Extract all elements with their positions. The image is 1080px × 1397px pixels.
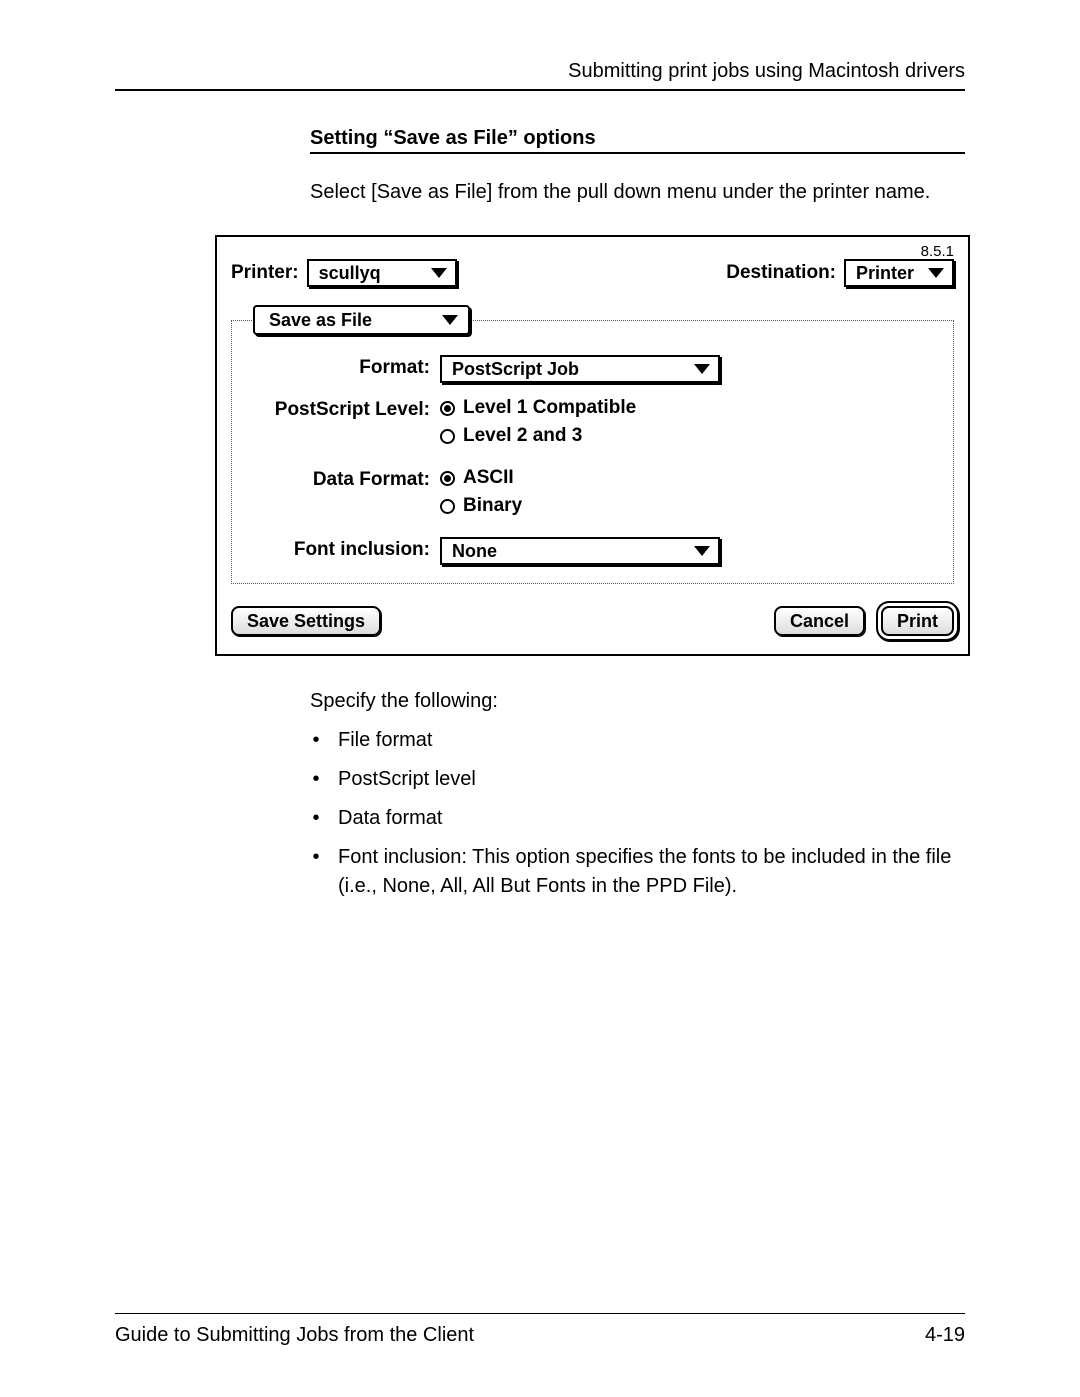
destination-dropdown[interactable]: Printer <box>844 259 954 287</box>
bullet-text: File format <box>338 726 432 755</box>
pslevel-radio-2[interactable]: Level 2 and 3 <box>440 425 935 447</box>
printer-dropdown[interactable]: scullyq <box>307 259 457 287</box>
list-item: • PostScript level <box>310 765 965 794</box>
chevron-down-icon <box>928 268 944 278</box>
printer-value: scullyq <box>319 263 381 284</box>
print-button[interactable]: Print <box>881 606 954 636</box>
chevron-down-icon <box>442 315 458 325</box>
panel-select-dropdown[interactable]: Save as File <box>253 305 470 335</box>
pslevel-radio-1[interactable]: Level 1 Compatible <box>440 397 935 419</box>
list-item: • Data format <box>310 804 965 833</box>
pslevel-opt2-label: Level 2 and 3 <box>463 425 582 447</box>
pslevel-opt1-label: Level 1 Compatible <box>463 397 636 419</box>
radio-icon <box>440 499 455 514</box>
intro-text: Select [Save as File] from the pull down… <box>310 178 965 207</box>
bullet-icon: • <box>310 765 322 794</box>
dataformat-opt1-label: ASCII <box>463 467 514 489</box>
chevron-down-icon <box>431 268 447 278</box>
page-header: Submitting print jobs using Macintosh dr… <box>115 60 965 91</box>
list-item: • Font inclusion: This option specifies … <box>310 843 965 901</box>
bullet-list: • File format • PostScript level • Data … <box>310 726 965 901</box>
bullet-icon: • <box>310 804 322 833</box>
radio-selected-icon <box>440 401 455 416</box>
format-value: PostScript Job <box>452 359 579 380</box>
bullet-icon: • <box>310 843 322 901</box>
version-label: 8.5.1 <box>921 243 954 260</box>
cancel-button[interactable]: Cancel <box>774 606 865 636</box>
fontincl-dropdown[interactable]: None <box>440 537 720 565</box>
dataformat-opt2-label: Binary <box>463 495 522 517</box>
footer-page-number: 4-19 <box>925 1324 965 1347</box>
panel-select-value: Save as File <box>269 310 372 331</box>
radio-icon <box>440 429 455 444</box>
specify-text: Specify the following: <box>310 686 965 716</box>
footer-left: Guide to Submitting Jobs from the Client <box>115 1324 474 1347</box>
chevron-down-icon <box>694 546 710 556</box>
format-dropdown[interactable]: PostScript Job <box>440 355 720 383</box>
bullet-text: Font inclusion: This option specifies th… <box>338 843 965 901</box>
printer-label: Printer: <box>231 262 299 284</box>
pslevel-label: PostScript Level: <box>250 397 440 421</box>
fontincl-value: None <box>452 541 497 562</box>
section-underline <box>310 152 965 154</box>
dataformat-label: Data Format: <box>250 467 440 491</box>
destination-value: Printer <box>856 263 914 284</box>
bullet-text: PostScript level <box>338 765 476 794</box>
bullet-text: Data format <box>338 804 442 833</box>
format-label: Format: <box>250 355 440 379</box>
dataformat-radio-2[interactable]: Binary <box>440 495 935 517</box>
section-title: Setting “Save as File” options <box>310 127 965 150</box>
print-dialog: 8.5.1 Printer: scullyq Destination: Prin… <box>215 235 970 656</box>
radio-selected-icon <box>440 471 455 486</box>
destination-label: Destination: <box>726 262 836 284</box>
chevron-down-icon <box>694 364 710 374</box>
save-settings-button[interactable]: Save Settings <box>231 606 381 636</box>
fontincl-label: Font inclusion: <box>250 537 440 561</box>
options-group: Format: PostScript Job PostScript Level:… <box>231 320 954 584</box>
list-item: • File format <box>310 726 965 755</box>
bullet-icon: • <box>310 726 322 755</box>
dataformat-radio-1[interactable]: ASCII <box>440 467 935 489</box>
